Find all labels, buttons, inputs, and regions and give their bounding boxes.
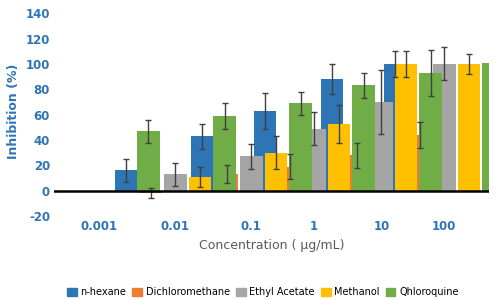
X-axis label: Concentration ( μg/mL): Concentration ( μg/mL)	[199, 239, 344, 252]
Bar	[383, 64, 406, 191]
Bar	[278, 167, 301, 191]
Bar	[395, 64, 418, 191]
Bar	[213, 116, 236, 191]
Bar	[137, 131, 160, 191]
Bar	[482, 63, 496, 191]
Bar	[345, 155, 368, 191]
Bar	[457, 64, 480, 191]
Y-axis label: Inhibition (%): Inhibition (%)	[7, 64, 20, 159]
Bar	[164, 174, 186, 191]
Bar	[420, 73, 442, 191]
Legend: n-hexane, Dichloromethane, Ethyl Acetate, Methanol, Qhloroquine: n-hexane, Dichloromethane, Ethyl Acetate…	[63, 284, 463, 300]
Bar	[370, 102, 393, 191]
Bar	[265, 153, 288, 191]
Bar	[191, 136, 213, 191]
Bar	[215, 174, 238, 191]
Bar	[139, 191, 162, 193]
Bar	[433, 64, 455, 191]
Bar	[352, 85, 375, 191]
Bar	[327, 124, 350, 191]
Bar	[408, 135, 431, 191]
Bar	[240, 157, 263, 191]
Bar	[253, 111, 276, 191]
Bar	[115, 170, 137, 191]
Bar	[289, 103, 312, 191]
Bar	[303, 129, 325, 191]
Bar	[188, 177, 211, 191]
Bar	[321, 79, 343, 191]
